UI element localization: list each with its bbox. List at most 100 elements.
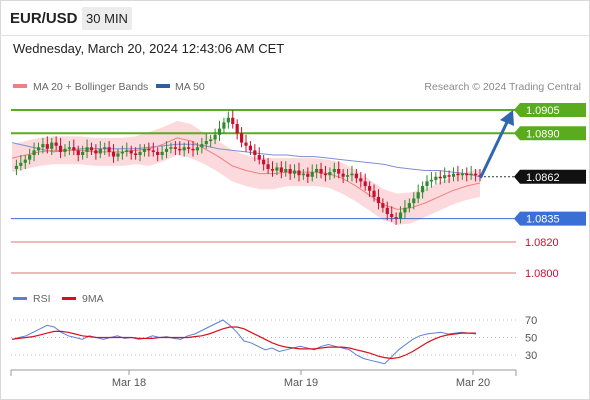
candle-body <box>111 151 116 157</box>
level-tag-1.0835 <box>514 211 586 226</box>
level-lines <box>11 109 516 274</box>
candle-body <box>275 167 279 171</box>
candle-body <box>200 144 204 148</box>
candle-body <box>434 176 438 180</box>
level-label-1.0800: 1.0800 <box>525 268 559 280</box>
candle-body <box>337 168 341 174</box>
candle-body <box>222 122 226 129</box>
level-label-1.0835: 1.0835 <box>526 214 560 226</box>
ma20-line <box>11 137 481 210</box>
candle-body <box>292 170 297 174</box>
candle-body <box>125 150 129 152</box>
candle-body <box>438 176 442 179</box>
candle-body <box>257 155 261 160</box>
candle-body <box>76 150 80 156</box>
timeframe-badge[interactable]: 30 MIN <box>82 7 132 30</box>
candle-body <box>98 148 102 154</box>
candle-body <box>350 173 354 176</box>
candle-body <box>421 186 425 193</box>
rsi-ma-legend-label: 9MA <box>82 293 104 305</box>
candle-body <box>213 134 217 140</box>
candle-body <box>332 168 336 173</box>
candle-body <box>248 145 253 151</box>
candle-body <box>429 179 434 182</box>
candle-body <box>63 148 67 152</box>
candle-body <box>142 148 147 152</box>
level-label-1.0862: 1.0862 <box>526 172 560 184</box>
candle-body <box>45 144 49 149</box>
candle-body <box>297 170 301 176</box>
level-label-1.0905: 1.0905 <box>526 105 560 117</box>
candle-body <box>270 168 275 171</box>
candle-body <box>36 147 41 151</box>
candle-body <box>310 172 314 177</box>
candle-body <box>412 198 416 204</box>
candle-body <box>425 181 429 187</box>
candle-body <box>54 142 58 146</box>
candle-body <box>129 150 133 154</box>
rsi-lines <box>11 319 477 365</box>
candle-body <box>385 207 389 215</box>
x-axis-labels: Mar 18 Mar 19 Mar 20 <box>112 370 490 389</box>
candle-body <box>204 141 208 145</box>
candle-body <box>67 147 71 149</box>
rsi-ma-legend-swatch <box>62 297 76 300</box>
candle-body <box>50 142 54 149</box>
candle-body <box>244 142 248 146</box>
candle-body <box>120 151 124 154</box>
candle-body <box>301 173 305 176</box>
candle-body <box>447 175 451 177</box>
candle-body <box>288 168 292 174</box>
bollinger-band-fill <box>12 120 480 225</box>
candle-body <box>315 168 319 173</box>
candle-body <box>253 150 257 156</box>
candle-body <box>262 159 266 165</box>
candle-body <box>403 207 407 213</box>
candle-body <box>178 148 182 151</box>
candle-body <box>103 147 107 149</box>
candle-body <box>407 203 411 208</box>
projection-arrow <box>479 110 514 179</box>
candle-body <box>41 144 45 148</box>
rsi-legend-swatch <box>13 297 27 300</box>
candle-body <box>209 139 213 142</box>
candle-body <box>239 133 244 143</box>
candle-body <box>443 175 447 179</box>
ma50-legend-label: MA 50 <box>175 81 205 93</box>
candle-body <box>372 190 376 197</box>
symbol-title: EUR/USD <box>10 10 78 27</box>
candle-body <box>465 173 469 176</box>
candle-body <box>306 173 310 177</box>
rsi-legend-label: RSI <box>33 293 51 305</box>
candle-body <box>14 165 19 169</box>
rsi-grid: 70 50 30 <box>11 315 537 362</box>
candle-body <box>173 147 177 149</box>
candle-body <box>456 173 460 176</box>
chart-header: EUR/USD 30 MIN <box>0 0 590 36</box>
candle-body <box>32 150 36 156</box>
level-tag-1.0862 <box>514 169 586 184</box>
candle-body <box>72 147 76 151</box>
level-tag-1.0890 <box>514 126 586 141</box>
candle-body <box>182 147 186 151</box>
candle-body <box>226 117 230 123</box>
x-tick-label: Mar 19 <box>284 377 318 389</box>
candle-body <box>28 155 32 160</box>
candle-body <box>416 192 420 199</box>
candle-body <box>231 117 235 124</box>
candles <box>14 110 482 225</box>
rsi-line <box>11 319 477 365</box>
candle-body <box>195 147 200 151</box>
candle-body <box>107 147 111 152</box>
candle-body <box>191 148 195 151</box>
candle-body <box>323 173 328 176</box>
candle-body <box>134 153 138 156</box>
candle-body <box>345 175 350 177</box>
candle-body <box>363 181 367 187</box>
candle-body <box>328 172 332 176</box>
candle-body <box>116 153 120 157</box>
candle-body <box>94 150 98 154</box>
candle-body <box>319 168 323 174</box>
candle-body <box>284 168 288 173</box>
candle-body <box>359 178 363 182</box>
